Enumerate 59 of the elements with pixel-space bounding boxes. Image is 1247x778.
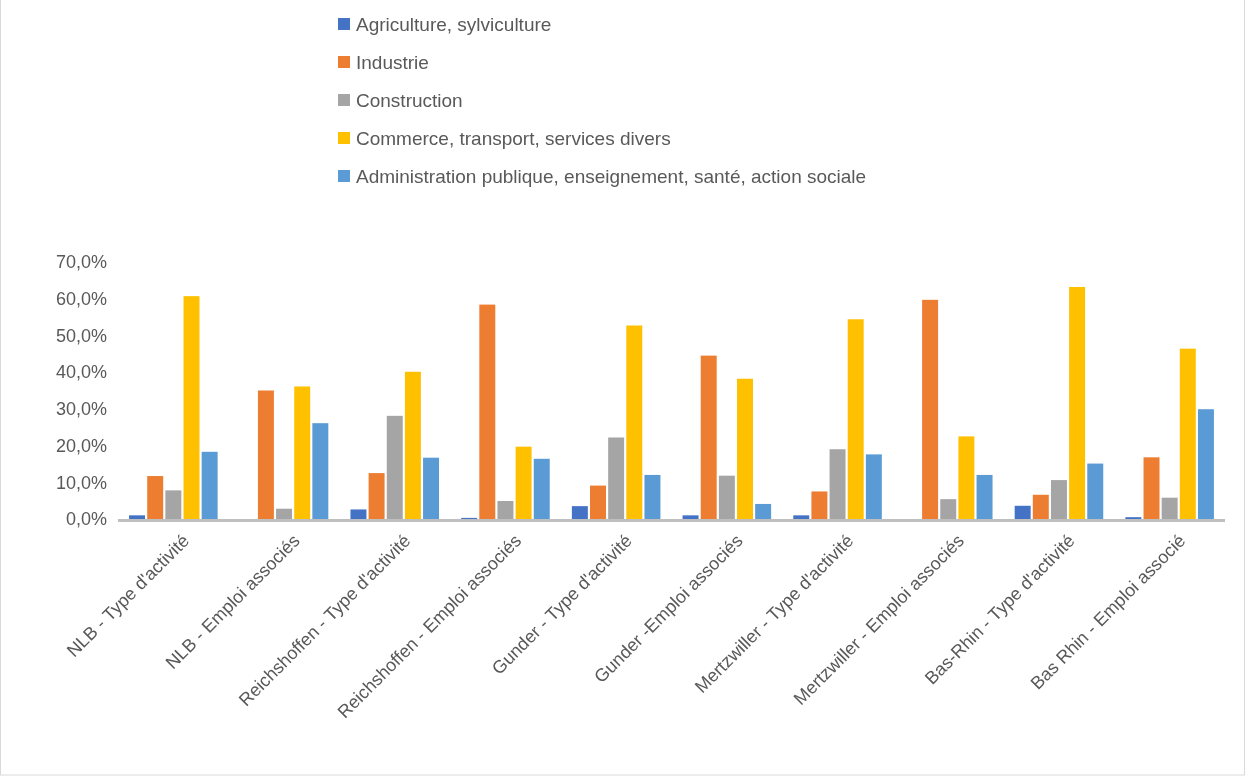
bar <box>294 386 311 519</box>
bar <box>368 473 385 519</box>
bar <box>497 501 514 519</box>
bar <box>423 457 440 519</box>
bar <box>737 378 753 519</box>
bar <box>276 508 293 519</box>
y-tick-label: 60,0% <box>55 288 107 309</box>
bar <box>700 355 717 519</box>
bar <box>165 490 182 519</box>
bar <box>865 454 882 519</box>
bar <box>793 515 810 519</box>
bar <box>404 371 421 519</box>
bar <box>129 515 146 519</box>
bar <box>386 415 403 519</box>
bar <box>922 299 939 519</box>
y-tick-label: 10,0% <box>55 472 107 493</box>
legend-label: Administration publique, enseignement, santé, action sociale <box>356 165 867 187</box>
bar <box>1032 494 1049 519</box>
bar <box>1197 409 1214 519</box>
bar <box>590 485 606 519</box>
bar <box>626 325 643 519</box>
bar <box>183 296 200 519</box>
bar <box>1161 497 1178 519</box>
y-tick-label: 30,0% <box>55 399 107 420</box>
bar <box>571 506 588 519</box>
legend-label: Industrie <box>356 51 429 73</box>
bar <box>829 449 846 519</box>
legend-label: Construction <box>356 89 463 111</box>
bar <box>976 474 993 519</box>
bar <box>755 503 772 519</box>
bar <box>1087 463 1104 519</box>
bar <box>1069 286 1086 519</box>
bar <box>940 499 957 519</box>
y-tick-label: 0,0% <box>65 509 107 530</box>
bar <box>644 474 661 519</box>
bar <box>201 451 218 519</box>
bar <box>608 437 625 519</box>
bar <box>1179 348 1196 519</box>
bar <box>533 458 550 519</box>
bar <box>682 515 699 519</box>
legend-label: Agriculture, sylviculture <box>356 13 552 35</box>
bar <box>515 446 532 519</box>
bar <box>1143 457 1160 519</box>
bar <box>312 423 329 519</box>
bar <box>350 509 367 519</box>
bar <box>1050 480 1067 519</box>
legend-label: Commerce, transport, services divers <box>356 127 671 149</box>
bar <box>718 475 735 519</box>
bar <box>257 390 274 519</box>
bar <box>847 319 864 519</box>
y-tick-label: 50,0% <box>55 325 107 346</box>
bar <box>479 304 496 519</box>
y-tick-label: 20,0% <box>55 435 107 456</box>
bar <box>811 491 828 519</box>
y-tick-label: 40,0% <box>55 362 107 383</box>
bar <box>147 476 164 519</box>
bar <box>1014 505 1031 519</box>
y-tick-label: 70,0% <box>55 252 107 273</box>
bar <box>958 436 975 519</box>
